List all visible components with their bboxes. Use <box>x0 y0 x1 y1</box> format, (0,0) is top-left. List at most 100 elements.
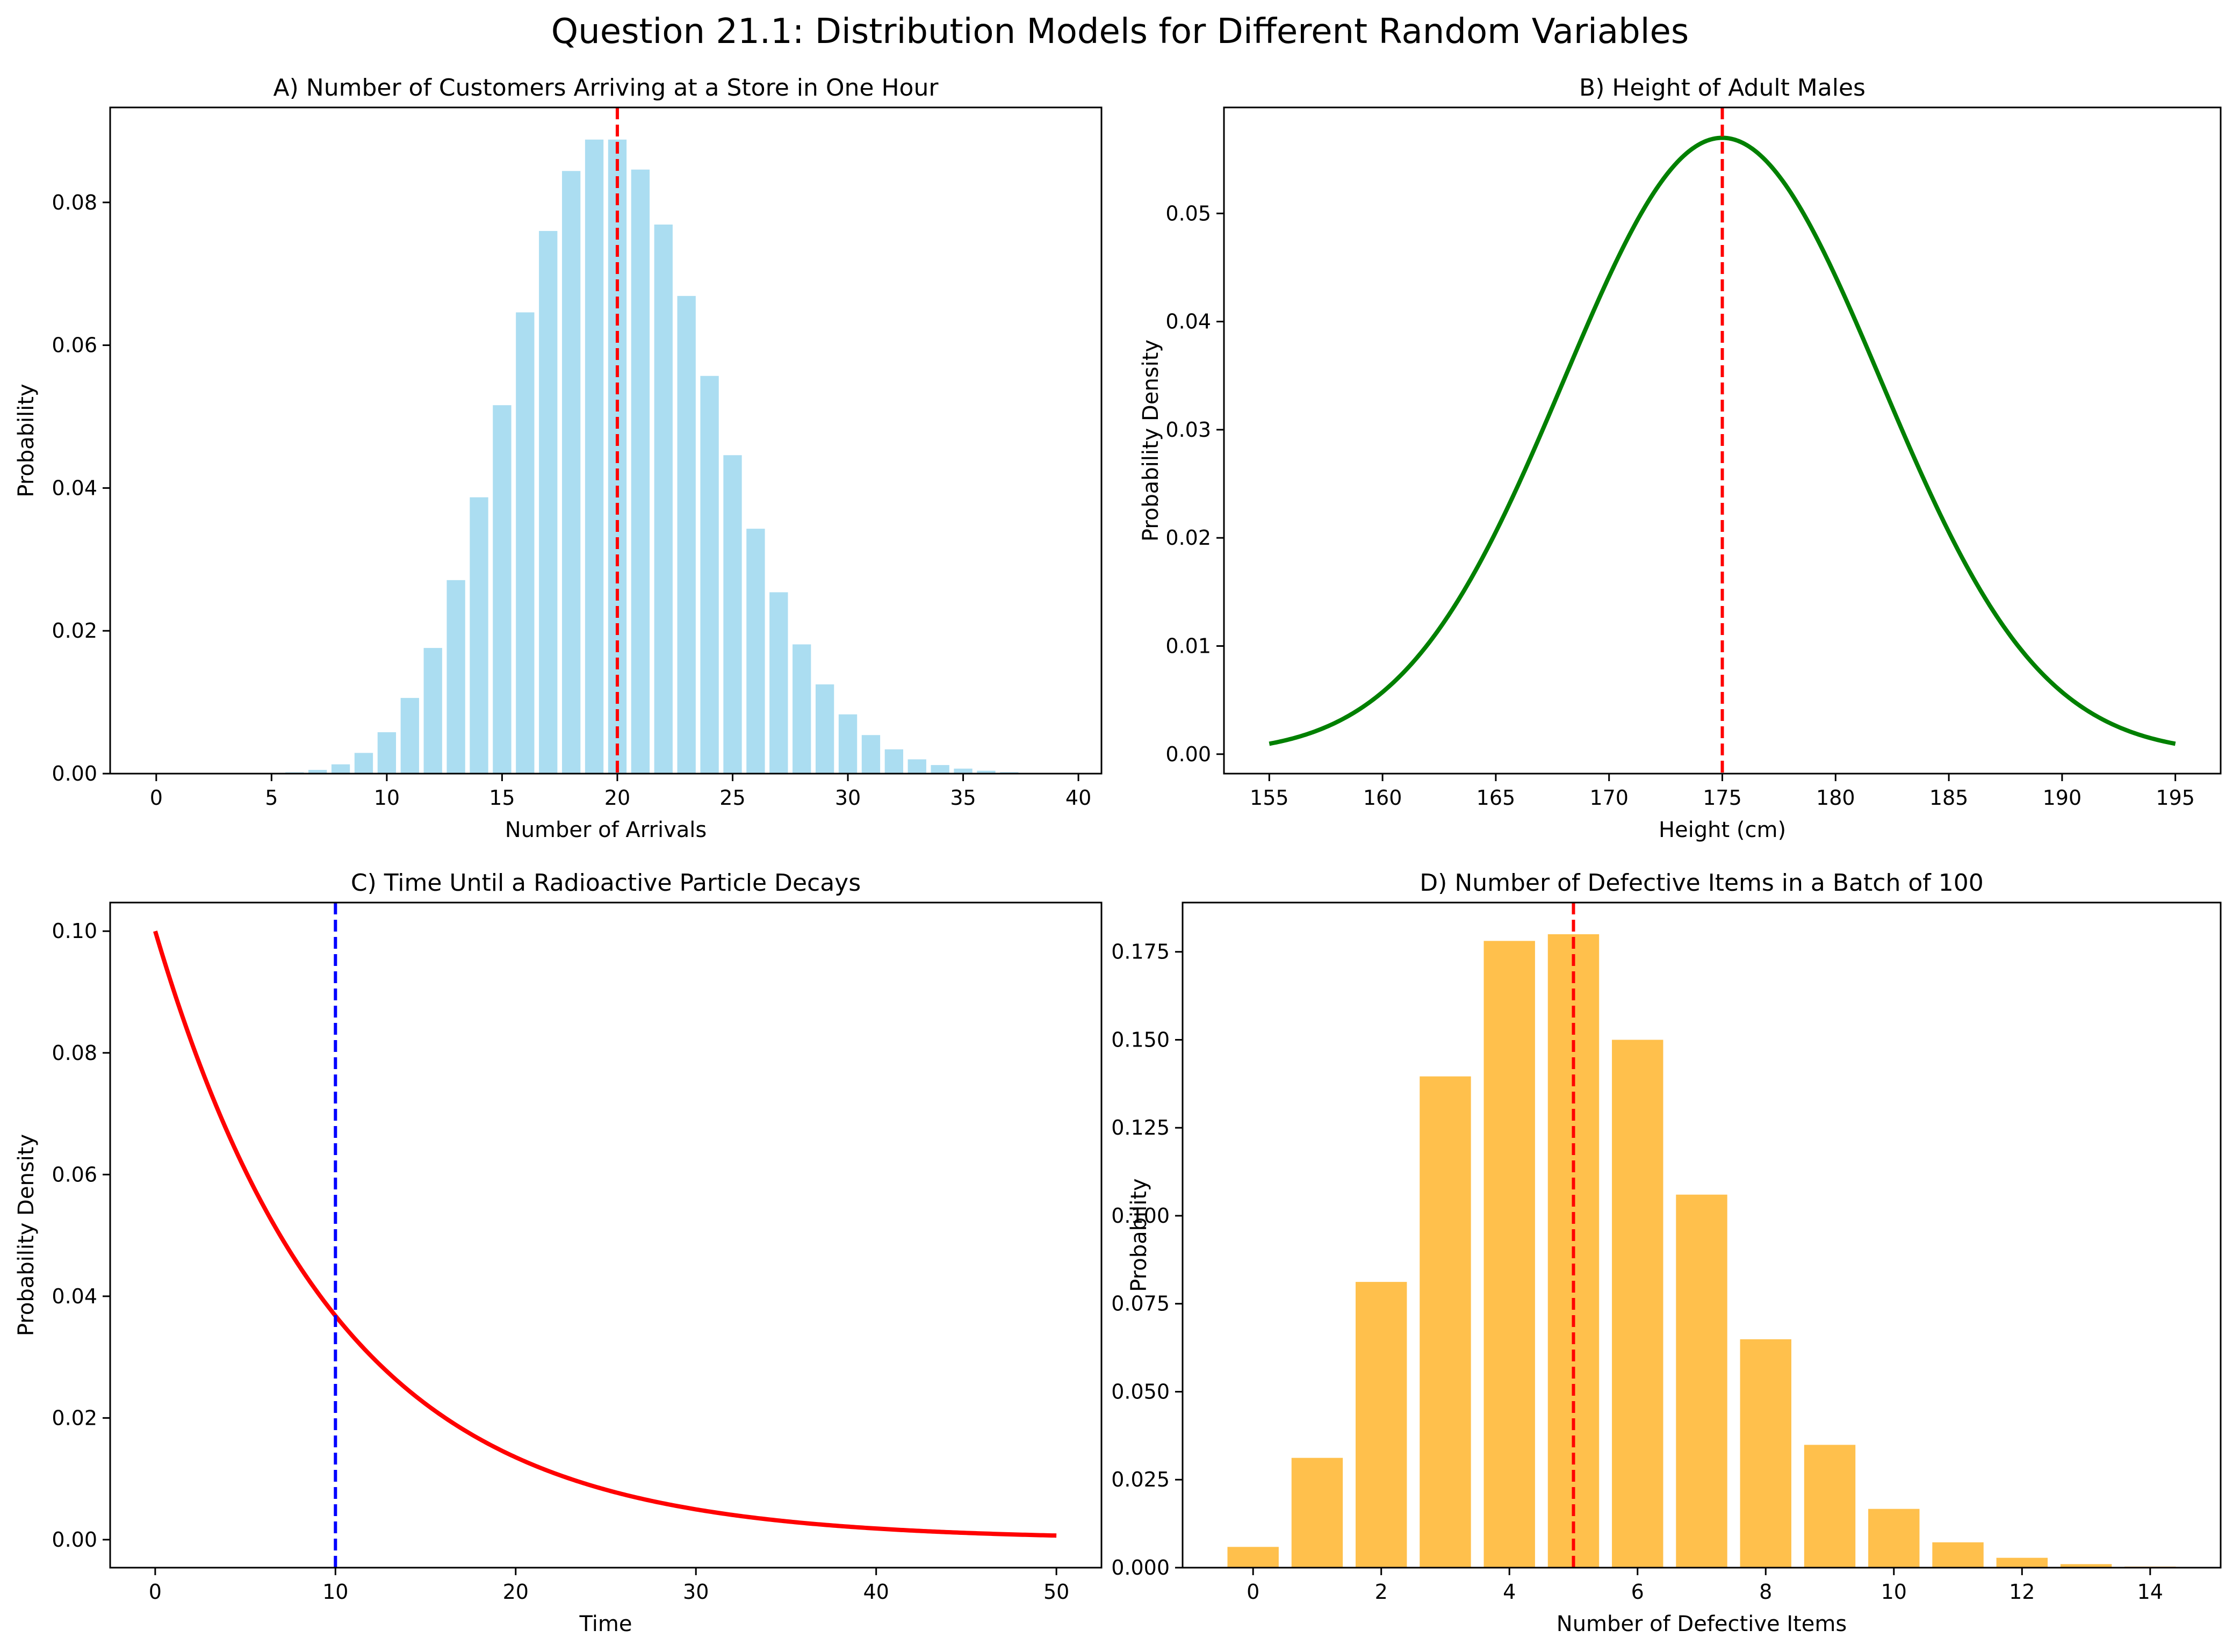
x-tick-label: 30 <box>835 786 861 810</box>
figure-title: Question 21.1: Distribution Models for D… <box>551 12 1689 52</box>
x-tick-label: 25 <box>719 786 745 810</box>
x-tick-label: 10 <box>322 1580 348 1604</box>
chart-c: C) Time Until a Radioactive Particle Dec… <box>14 869 1103 1636</box>
bar <box>654 224 673 774</box>
y-axis-label: Probability Density <box>14 1134 39 1336</box>
bar <box>470 497 488 774</box>
x-tick-label: 2 <box>1375 1580 1388 1604</box>
x-tick-label: 165 <box>1476 786 1516 810</box>
axes-frame <box>109 901 1103 1569</box>
y-tick-label: 0.050 <box>1111 1380 1170 1403</box>
bar <box>793 644 811 774</box>
chart-title: B) Height of Adult Males <box>1579 74 1866 102</box>
x-tick-label: 180 <box>1816 786 1855 810</box>
x-axis-label: Height (cm) <box>1659 818 1786 842</box>
x-tick-label: 40 <box>1065 786 1091 810</box>
x-tick-label: 10 <box>1881 1580 1907 1604</box>
x-tick-label: 50 <box>1043 1580 1069 1604</box>
x-tick-label: 190 <box>2043 786 2082 810</box>
bar <box>1356 1282 1407 1568</box>
bar <box>1740 1339 1791 1568</box>
x-tick-label: 160 <box>1363 786 1402 810</box>
series-line <box>1269 135 2176 746</box>
y-tick-label: 0.04 <box>1165 310 1211 334</box>
bar <box>723 455 742 774</box>
y-tick-label: 0.00 <box>52 1528 97 1552</box>
axes-frame <box>109 106 1103 775</box>
y-axis-label: Probability <box>14 384 39 497</box>
x-tick-label: 10 <box>374 786 400 810</box>
bar <box>585 139 604 774</box>
bar <box>539 230 558 774</box>
bar <box>1868 1509 1920 1568</box>
x-axis-label: Time <box>579 1612 632 1636</box>
bar <box>977 770 996 774</box>
bar <box>1996 1557 2048 1568</box>
y-tick-label: 0.02 <box>52 619 97 643</box>
x-tick-label: 20 <box>503 1580 529 1604</box>
x-tick-label: 185 <box>1929 786 1969 810</box>
x-tick-label: 175 <box>1703 786 1742 810</box>
y-tick-label: 0.08 <box>52 191 97 214</box>
bar <box>2060 1564 2112 1568</box>
x-tick-label: 0 <box>150 786 163 810</box>
bar <box>1804 1445 1856 1568</box>
chart-b: B) Height of Adult Males 155 160 165 170 175 1… <box>1139 74 2222 842</box>
bar <box>631 169 650 774</box>
y-tick-label: 0.04 <box>52 1285 97 1308</box>
bar <box>838 714 858 774</box>
bar <box>561 171 581 774</box>
x-tick-label: 5 <box>265 786 278 810</box>
x-axis-label: Number of Defective Items <box>1557 1612 1847 1636</box>
bar <box>1420 1076 1471 1568</box>
y-tick-label: 0.02 <box>52 1406 97 1430</box>
x-tick-label: 20 <box>604 786 630 810</box>
y-tick-label: 0.150 <box>1111 1028 1170 1051</box>
x-tick-label: 12 <box>2009 1580 2035 1604</box>
y-tick-label: 0.000 <box>1111 1556 1170 1579</box>
y-axis-label: Probability <box>1127 1178 1151 1292</box>
y-tick-label: 0.025 <box>1111 1468 1170 1491</box>
y-tick-label: 0.04 <box>52 476 97 500</box>
bar <box>377 732 397 774</box>
y-axis-label: Probability Density <box>1139 340 1163 542</box>
bar <box>1291 1458 1343 1568</box>
chart-a: A) Number of Customers Arriving at a Sto… <box>14 74 1103 842</box>
bar <box>1932 1542 1984 1568</box>
y-tick-label: 0.100 <box>1111 1204 1170 1228</box>
bar <box>700 376 719 774</box>
y-tick-label: 0.08 <box>52 1041 97 1065</box>
series-line <box>153 930 1057 1538</box>
x-tick-label: 155 <box>1250 786 1289 810</box>
x-axis-label: Number of Arrivals <box>505 818 707 842</box>
bar <box>400 698 419 774</box>
y-tick-label: 0.01 <box>1165 634 1211 658</box>
x-tick-label: 14 <box>2137 1580 2163 1604</box>
y-tick-label: 0.00 <box>52 762 97 785</box>
x-tick-label: 6 <box>1631 1580 1644 1604</box>
x-tick-label: 8 <box>1759 1580 1772 1604</box>
x-tick-label: 40 <box>863 1580 889 1604</box>
bar <box>516 312 535 774</box>
bar <box>331 764 350 774</box>
bar <box>954 768 973 774</box>
x-tick-label: 35 <box>950 786 976 810</box>
x-tick-label: 15 <box>489 786 515 810</box>
chart-title: A) Number of Customers Arriving at a Sto… <box>273 74 939 102</box>
bar <box>1227 1547 1279 1568</box>
y-tick-label: 0.075 <box>1111 1292 1170 1316</box>
y-tick-label: 0.125 <box>1111 1116 1170 1139</box>
y-tick-label: 0.06 <box>52 1163 97 1186</box>
bar <box>815 684 834 774</box>
bar <box>354 753 373 774</box>
bar <box>884 749 903 774</box>
bar <box>493 405 512 774</box>
x-tick-label: 30 <box>683 1580 709 1604</box>
y-tick-label: 0.05 <box>1165 201 1211 225</box>
bar <box>746 529 765 774</box>
bar <box>1612 1040 1663 1568</box>
bar <box>861 735 881 774</box>
chart-d: D) Number of Defective Items in a Batch … <box>1111 869 2222 1636</box>
y-tick-label: 0.03 <box>1165 418 1211 442</box>
